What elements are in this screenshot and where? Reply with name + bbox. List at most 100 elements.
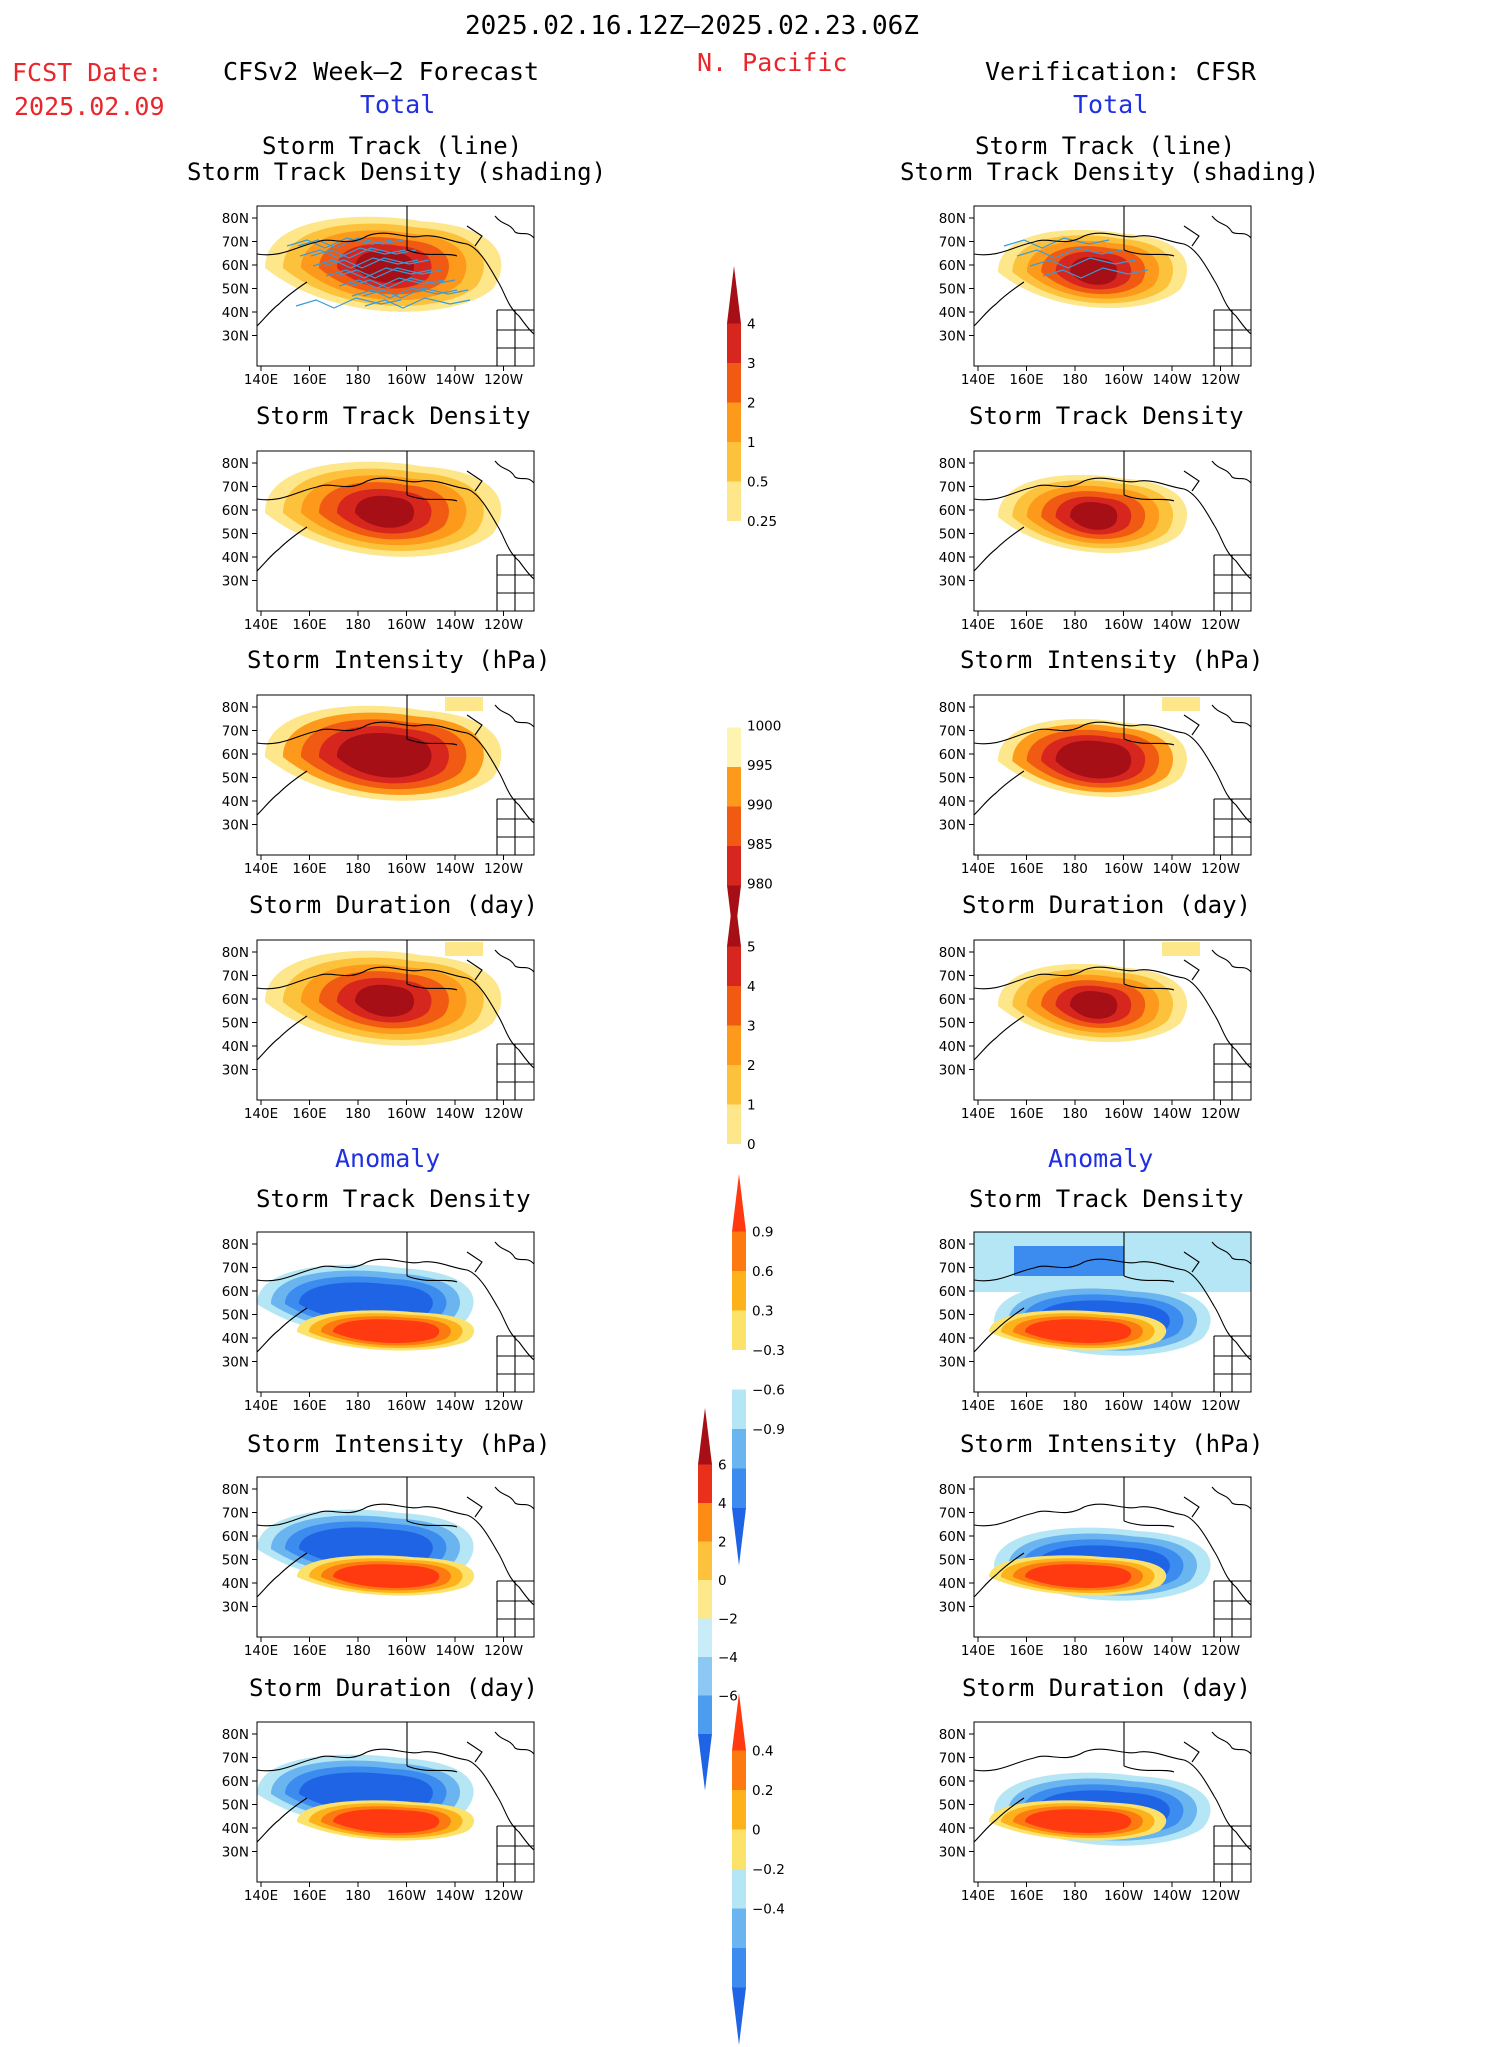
field-cell [1162, 942, 1200, 956]
lat-tick-label: 80N [939, 456, 966, 472]
colorbar-swatch [727, 363, 741, 403]
right-anom-duration-title: Storm Duration (day) [962, 1674, 1251, 1702]
lat-tick-label: 80N [222, 1237, 249, 1253]
lon-tick-label: 160W [387, 1398, 426, 1414]
lat-tick-label: 80N [939, 1237, 966, 1253]
lon-tick-label: 140W [435, 372, 474, 388]
lat-tick-label: 70N [222, 724, 249, 740]
fcst-date-value: 2025.02.09 [14, 92, 165, 121]
lat-tick-label: 40N [222, 1821, 249, 1837]
lat-tick-label: 50N [222, 1016, 249, 1032]
lon-tick-label: 120W [1201, 1106, 1240, 1122]
lon-tick-label: 120W [1201, 1398, 1240, 1414]
lat-tick-label: 40N [939, 550, 966, 566]
colorbar-swatch [698, 1408, 712, 1465]
lon-tick-label: 140E [244, 861, 278, 877]
left-anom-intensity-title: Storm Intensity (hPa) [247, 1430, 551, 1458]
colorbar-swatch [732, 1429, 746, 1469]
colorbar-swatch [727, 1065, 741, 1105]
field-contour [1055, 740, 1132, 779]
colorbar-swatch [732, 1790, 746, 1830]
right-column-title: Verification: CFSR [985, 57, 1256, 86]
lon-tick-label: 180 [345, 1888, 371, 1904]
colorbar-swatch [732, 1948, 746, 1988]
lat-tick-label: 50N [222, 282, 249, 298]
colorbar-label: 0.6 [752, 1264, 773, 1280]
lon-tick-label: 180 [345, 617, 371, 633]
lat-tick-label: 70N [222, 1751, 249, 1767]
colorbar-total-density: 4 3 2 1 0.5 0.25 [725, 264, 785, 581]
field-contour [333, 1319, 440, 1343]
colorbar-swatch [698, 1541, 712, 1580]
lon-tick-label: 160W [387, 1643, 426, 1659]
lat-tick-label: 40N [939, 305, 966, 321]
lat-tick-label: 60N [939, 992, 966, 1008]
lat-tick-label: 50N [939, 527, 966, 543]
lat-tick-label: 60N [222, 747, 249, 763]
colorbar-label: 0.3 [752, 1304, 773, 1320]
lat-tick-label: 40N [939, 1576, 966, 1592]
right-anom-intensity-map: 80N 70N 60N 50N 40N 30N 140E 160E 180 160W 140W 120… [939, 1476, 1252, 1659]
lon-tick-label: 180 [1062, 1888, 1088, 1904]
lon-tick-label: 120W [484, 617, 523, 633]
lon-tick-label: 140E [961, 1888, 995, 1904]
colorbar-swatch [732, 1350, 746, 1390]
lat-tick-label: 60N [222, 258, 249, 274]
lon-tick-label: 160E [1009, 1888, 1043, 1904]
colorbar-label: 0.4 [752, 1744, 773, 1760]
lat-tick-label: 30N [222, 574, 249, 590]
left-anom-duration-title: Storm Duration (day) [249, 1674, 538, 1702]
lat-tick-label: 70N [222, 969, 249, 985]
colorbar-label: 4 [718, 1496, 727, 1512]
lat-tick-label: 70N [222, 235, 249, 251]
colorbar-label: 1 [747, 435, 756, 451]
colorbar-swatch [732, 1389, 746, 1429]
colorbar-swatch [732, 1508, 746, 1566]
lat-tick-label: 80N [222, 945, 249, 961]
field-cell [1014, 1246, 1124, 1276]
field-contour [1025, 1319, 1132, 1343]
field-contour [1025, 1564, 1132, 1588]
colorbar-label: −4 [718, 1650, 738, 1666]
lat-tick-label: 50N [939, 1798, 966, 1814]
colorbar-label: −0.4 [752, 1902, 785, 1918]
lat-tick-label: 50N [939, 282, 966, 298]
lat-tick-label: 40N [939, 1331, 966, 1347]
lon-tick-label: 160E [292, 1398, 326, 1414]
left-track-line-title: Storm Track (line) [262, 132, 523, 160]
lat-tick-label: 80N [222, 1727, 249, 1743]
region-title: N. Pacific [697, 48, 848, 77]
lon-tick-label: 160W [1104, 861, 1143, 877]
lat-tick-label: 40N [222, 794, 249, 810]
colorbar-label: 0.9 [752, 1225, 773, 1241]
left-anom-density-title: Storm Track Density [256, 1185, 531, 1213]
left-anomaly-label: Anomaly [335, 1144, 441, 1173]
lon-tick-label: 140W [1152, 1106, 1191, 1122]
colorbar-swatch [698, 1464, 712, 1503]
field-cell [445, 942, 483, 956]
lon-tick-label: 120W [484, 1888, 523, 1904]
right-anom-intensity-title: Storm Intensity (hPa) [960, 1430, 1264, 1458]
colorbar-swatch [727, 806, 741, 846]
lat-tick-label: 60N [939, 258, 966, 274]
lon-tick-label: 120W [1201, 861, 1240, 877]
colorbar-swatch [727, 1144, 741, 1184]
lon-tick-label: 120W [484, 1106, 523, 1122]
lon-tick-label: 180 [1062, 861, 1088, 877]
lon-tick-label: 140W [435, 617, 474, 633]
colorbar-label: 985 [747, 837, 773, 853]
lat-tick-label: 30N [222, 1355, 249, 1371]
lat-tick-label: 70N [939, 1751, 966, 1767]
colorbar-label: 995 [747, 758, 773, 774]
lat-tick-label: 80N [222, 456, 249, 472]
left-intensity-map: 80N 70N 60N 50N 40N 30N 140E 160E 180 160W 140W 120… [222, 694, 535, 877]
lon-tick-label: 140E [961, 861, 995, 877]
lon-tick-label: 120W [484, 372, 523, 388]
lon-tick-label: 160E [1009, 1398, 1043, 1414]
colorbar-label: −0.6 [752, 1383, 785, 1399]
colorbar-label: −0.2 [752, 1862, 785, 1878]
lon-tick-label: 160E [292, 372, 326, 388]
lon-tick-label: 120W [1201, 1888, 1240, 1904]
colorbar-swatch [727, 402, 741, 442]
colorbar-swatch [727, 727, 741, 767]
